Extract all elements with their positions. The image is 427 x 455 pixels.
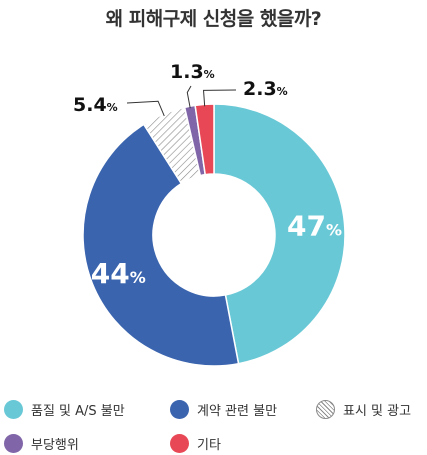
leader-line-unfair-practice bbox=[186, 85, 192, 109]
slice-contract bbox=[82, 123, 240, 367]
slice-quality-as bbox=[213, 103, 346, 365]
leader-line-advertising bbox=[126, 100, 165, 117]
data-label-contract: 44% bbox=[91, 257, 146, 290]
chart-title: 왜 피해구제 신청을 했을까? bbox=[105, 8, 322, 30]
data-label-other: 2.3% bbox=[243, 78, 288, 100]
data-label-unfair-practice: 1.3% bbox=[170, 61, 215, 83]
data-label-advertising: 5.4% bbox=[73, 94, 118, 116]
slice-other bbox=[194, 103, 215, 176]
data-label-quality-as: 47% bbox=[287, 209, 342, 242]
leader-line-other bbox=[202, 89, 237, 107]
